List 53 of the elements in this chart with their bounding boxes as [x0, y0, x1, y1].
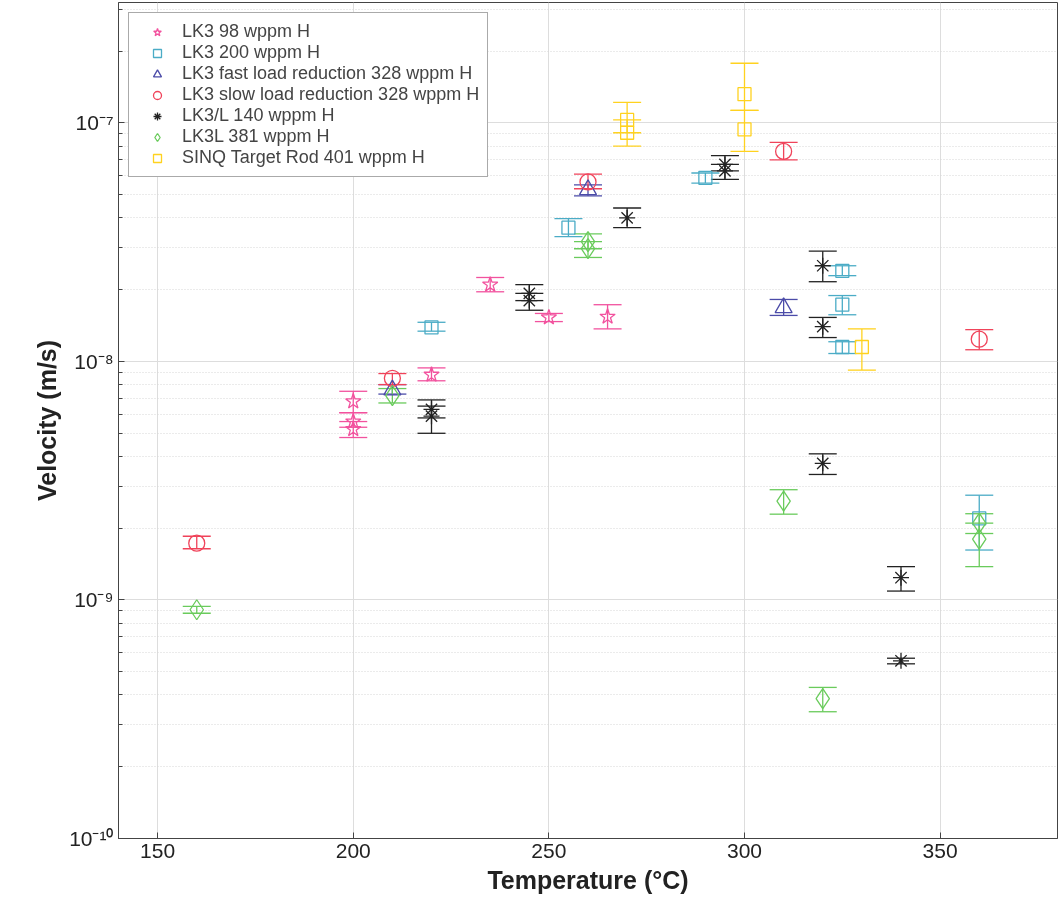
y-tick-label: 10⁻⁹ — [74, 588, 114, 612]
point — [189, 599, 205, 621]
point — [422, 400, 441, 418]
point — [774, 142, 793, 161]
point — [424, 320, 439, 335]
point — [737, 87, 752, 102]
legend-label: LK3 fast load reduction 328 wppm H — [182, 63, 473, 84]
legend-label: LK3/L 140 wppm H — [182, 105, 335, 126]
point — [737, 122, 752, 137]
point — [698, 170, 713, 185]
point — [383, 369, 402, 387]
point — [561, 220, 576, 235]
point — [835, 339, 850, 355]
legend-label: SINQ Target Rod 401 wppm H — [182, 147, 425, 168]
point — [971, 528, 987, 550]
point — [835, 263, 850, 278]
point — [579, 173, 597, 191]
y-axis-title: Velocity (m/s) — [33, 339, 62, 502]
x-tick-label: 200 — [335, 838, 371, 862]
point — [618, 209, 636, 227]
point — [344, 392, 362, 409]
x-tick-label: 150 — [140, 838, 176, 862]
point — [972, 511, 987, 526]
point — [814, 257, 832, 275]
y-tick-label: 10⁻⁸ — [74, 349, 114, 373]
point — [580, 238, 596, 260]
x-axis-title: Temperature (°C) — [487, 865, 689, 894]
legend-label: LK3 98 wppm H — [182, 21, 311, 42]
point — [344, 420, 362, 437]
point — [580, 231, 596, 253]
legend-label: LK3 slow load reduction 328 wppm H — [182, 84, 480, 105]
point — [423, 366, 440, 382]
x-tick-label: 350 — [922, 838, 958, 862]
point — [814, 317, 832, 336]
point — [619, 125, 635, 140]
point — [854, 339, 870, 355]
point — [971, 512, 987, 534]
point — [619, 112, 635, 128]
point — [892, 569, 910, 587]
point — [599, 308, 616, 324]
legend-label: LK3 200 wppm H — [182, 42, 321, 63]
point — [540, 308, 558, 325]
x-tick-label: 300 — [726, 838, 763, 862]
y-tick-label: 10⁻⁷ — [75, 111, 114, 135]
point — [188, 534, 206, 552]
y-tick-label: 10⁻¹⁰ — [69, 827, 114, 850]
point — [892, 652, 910, 670]
legend-label: LK3L 381 wppm H — [182, 126, 330, 147]
x-tick-label: 250 — [531, 838, 567, 862]
point — [970, 330, 988, 348]
point — [814, 454, 832, 473]
point — [835, 297, 850, 312]
point — [481, 275, 499, 292]
